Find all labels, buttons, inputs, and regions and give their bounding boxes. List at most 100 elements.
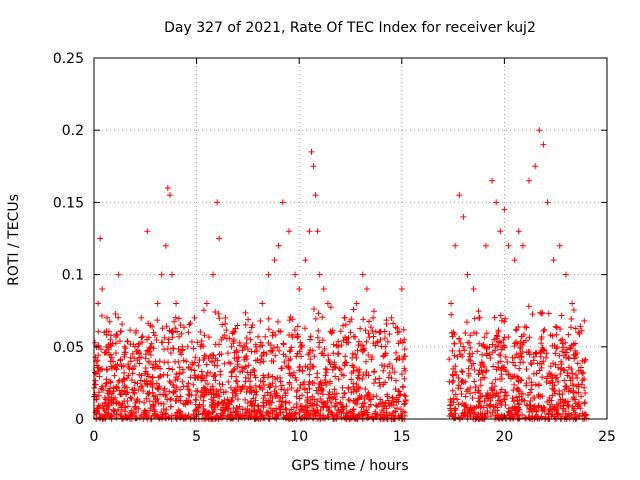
roti-peak-point xyxy=(265,271,272,278)
roti-point xyxy=(355,395,362,402)
grid-lines xyxy=(94,58,607,419)
roti-point xyxy=(108,363,115,370)
roti-point xyxy=(112,340,119,347)
roti-point xyxy=(102,383,109,390)
roti-point xyxy=(558,365,565,372)
roti-point xyxy=(102,399,109,406)
roti-point xyxy=(513,394,520,401)
roti-point xyxy=(194,339,201,346)
roti-point xyxy=(343,336,350,343)
roti-point xyxy=(516,365,523,372)
roti-point xyxy=(247,387,254,394)
roti-point xyxy=(207,369,214,376)
roti-point xyxy=(260,399,267,406)
roti-point xyxy=(165,359,172,366)
roti-point xyxy=(528,361,535,368)
roti-point xyxy=(315,390,322,397)
roti-peak-point xyxy=(376,329,383,336)
roti-point xyxy=(397,406,404,413)
roti-point xyxy=(248,398,255,405)
roti-point xyxy=(481,334,488,341)
roti-point xyxy=(487,413,494,420)
roti-point xyxy=(319,314,326,321)
roti-point xyxy=(374,338,381,345)
roti-peak-point xyxy=(310,163,317,170)
roti-point xyxy=(151,406,158,413)
roti-point xyxy=(579,377,586,384)
roti-point xyxy=(472,389,479,396)
roti-peak-point xyxy=(394,329,401,336)
roti-peak-point xyxy=(173,300,180,307)
roti-point xyxy=(455,385,462,392)
roti-point xyxy=(475,371,482,378)
roti-point xyxy=(176,364,183,371)
roti-point xyxy=(255,333,262,340)
roti-point xyxy=(562,383,569,390)
roti-point xyxy=(360,316,367,323)
roti-point xyxy=(203,361,210,368)
roti-point xyxy=(147,322,154,329)
roti-point xyxy=(326,378,333,385)
roti-point xyxy=(145,391,152,398)
roti-point xyxy=(552,323,559,330)
roti-point xyxy=(311,380,318,387)
roti-point xyxy=(471,412,478,419)
roti-point xyxy=(544,398,551,405)
roti-point xyxy=(192,354,199,361)
roti-point xyxy=(245,375,252,382)
roti-point xyxy=(533,370,540,377)
roti-point xyxy=(558,312,565,319)
roti-point xyxy=(549,408,556,415)
roti-point xyxy=(393,349,400,356)
roti-point xyxy=(302,403,309,410)
roti-point xyxy=(509,373,516,380)
roti-peak-point xyxy=(216,235,223,242)
roti-point xyxy=(120,375,127,382)
roti-point xyxy=(170,345,177,352)
roti-point xyxy=(400,326,407,333)
roti-point xyxy=(380,367,387,374)
roti-point xyxy=(467,332,474,339)
roti-point xyxy=(107,385,114,392)
roti-peak-point xyxy=(359,271,366,278)
roti-point xyxy=(222,388,229,395)
roti-point xyxy=(294,387,301,394)
roti-point xyxy=(260,395,267,402)
roti-point xyxy=(158,409,165,416)
roti-point xyxy=(169,366,176,373)
roti-point xyxy=(494,333,501,340)
roti-point xyxy=(335,350,342,357)
roti-point xyxy=(449,347,456,354)
roti-point xyxy=(448,311,455,318)
roti-peak-point xyxy=(228,343,235,350)
roti-point xyxy=(491,383,498,390)
roti-point xyxy=(230,415,237,422)
roti-point xyxy=(138,334,145,341)
roti-point xyxy=(511,354,518,361)
roti-point xyxy=(462,378,469,385)
roti-point xyxy=(129,413,136,420)
roti-point xyxy=(572,325,579,332)
roti-point xyxy=(154,385,161,392)
roti-point xyxy=(234,383,241,390)
roti-point xyxy=(352,351,359,358)
roti-point xyxy=(492,392,499,399)
roti-point xyxy=(383,412,390,419)
roti-point xyxy=(151,413,158,420)
roti-point xyxy=(449,379,456,386)
roti-point xyxy=(565,403,572,410)
roti-point xyxy=(171,318,178,325)
roti-point xyxy=(256,383,263,390)
roti-point xyxy=(139,333,146,340)
roti-point xyxy=(186,321,193,328)
roti-point xyxy=(274,318,281,325)
roti-point xyxy=(331,359,338,366)
roti-point xyxy=(324,398,331,405)
roti-point xyxy=(560,344,567,351)
roti-peak-point xyxy=(162,242,169,249)
roti-point xyxy=(113,384,120,391)
roti-point xyxy=(197,328,204,335)
roti-point xyxy=(332,373,339,380)
roti-point xyxy=(198,388,205,395)
roti-point xyxy=(388,401,395,408)
